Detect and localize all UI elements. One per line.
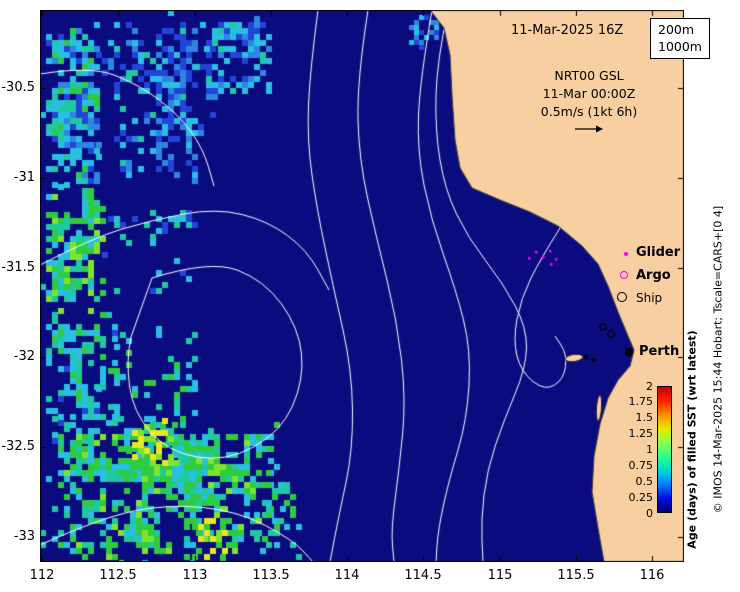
map-plot-canvas	[40, 10, 684, 562]
velocity-model-time: 11-Mar 00:00Z	[542, 86, 636, 101]
y-tick-label: -32.5	[1, 439, 35, 454]
x-tick-label: 113	[182, 568, 208, 583]
x-tick-label: 115.5	[557, 568, 595, 583]
colorbar-axis-label: Age (days) of filled SST (wrt latest)	[685, 330, 699, 549]
velocity-scale-label: 0.5m/s (1kt 6h)	[540, 104, 638, 119]
colorbar-tick-label: 1	[646, 443, 653, 456]
y-tick-label: -31	[13, 170, 35, 185]
y-tick-label: -31.5	[1, 260, 35, 275]
depth-1000m-label: 1000m	[658, 39, 702, 54]
x-tick-label: 114	[334, 568, 360, 583]
x-tick-label: 113.5	[252, 568, 290, 583]
legend-glider-label: Glider	[636, 245, 681, 260]
colorbar-tick-label: 1.5	[635, 411, 654, 425]
y-tick-label: -30.5	[1, 80, 35, 95]
colorbar-tick-label: 0.25	[628, 490, 654, 504]
map-datetime-label: 11-Mar-2025 16Z	[511, 23, 624, 38]
ship-circle-icon	[617, 292, 627, 302]
velocity-arrow-icon	[575, 125, 603, 133]
x-tick-label: 114.5	[404, 568, 442, 583]
colorbar-tick-label: 0.75	[628, 458, 654, 472]
x-tick-label: 112.5	[99, 568, 137, 583]
velocity-key: NRT00 GSL 11-Mar 00:00Z 0.5m/s (1kt 6h)	[524, 67, 654, 139]
legend-argo-label: Argo	[636, 268, 671, 283]
legend-ship-label: Ship	[636, 291, 663, 305]
copyright-text: © IMOS 14-Mar-2025 15:44 Hobart; Tscale=…	[711, 205, 725, 514]
perth-city-label: Perth	[639, 344, 680, 359]
colorbar-tick-label: 1.75	[628, 395, 654, 409]
x-tick-label: 112	[29, 568, 55, 583]
colorbar-tick-label: 0	[646, 506, 653, 520]
x-tick-label: 116	[639, 568, 665, 583]
colorbar	[657, 386, 672, 513]
argo-circle-icon	[620, 271, 628, 279]
colorbar-tick-label: 2	[646, 379, 653, 393]
depth-200m-label: 200m	[658, 22, 695, 37]
y-tick-label: -32	[13, 349, 35, 364]
depth-contour-legend: 200m 1000m	[650, 18, 710, 59]
glider-dot-icon	[624, 252, 628, 256]
y-tick-label: -33	[13, 529, 35, 544]
velocity-model-name: NRT00 GSL	[554, 68, 624, 83]
colorbar-tick-label: 0.5	[635, 474, 654, 488]
x-tick-label: 115	[487, 568, 513, 583]
colorbar-tick-label: 1.25	[628, 427, 654, 441]
